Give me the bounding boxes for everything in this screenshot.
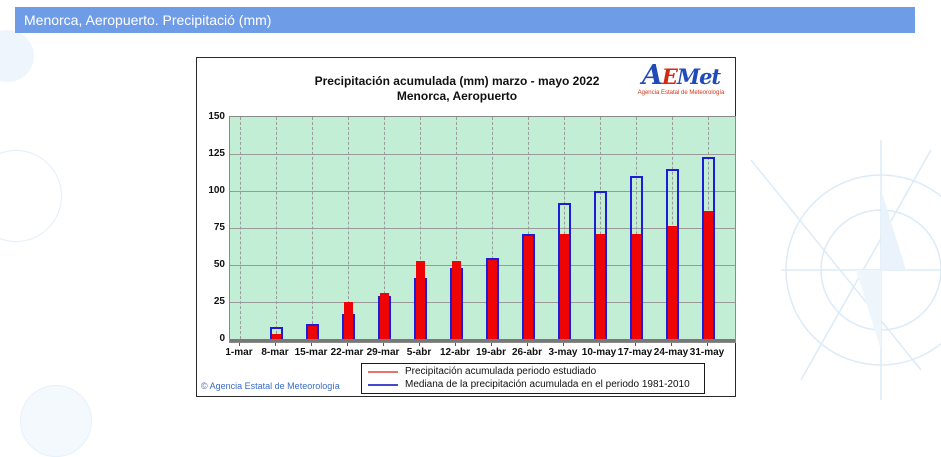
x-tick-mark [311, 343, 312, 346]
gridline-horizontal [230, 191, 735, 192]
legend-line-swatch [368, 370, 398, 373]
gridline-vertical [600, 117, 601, 339]
chart-title: Precipitación acumulada (mm) marzo - may… [257, 74, 657, 104]
background-decoration [0, 30, 34, 82]
y-tick-label: 125 [208, 148, 225, 159]
gridline-vertical [456, 117, 457, 339]
legend-row: Precipitación acumulada periodo estudiad… [368, 365, 698, 378]
aemet-logo-subtitle: Agencia Estatal de Meteorología [637, 90, 725, 96]
gridline-vertical [528, 117, 529, 339]
x-tick-label: 1-mar [225, 347, 253, 358]
plot-area [229, 116, 736, 343]
y-tick-label: 100 [208, 185, 225, 196]
gridline-vertical [240, 117, 241, 339]
page-title: Menorca, Aeropuerto. Precipitació (mm) [24, 12, 272, 28]
bar-accumulated [344, 302, 353, 339]
x-tick-label: 3-may [548, 347, 578, 358]
x-axis-line [230, 339, 735, 342]
x-tick-label: 22-mar [330, 347, 364, 358]
legend-row: Mediana de la precipitación acumulada en… [368, 378, 698, 391]
bar-accumulated [560, 234, 569, 339]
x-tick-mark [671, 343, 672, 346]
x-tick-label: 17-may [617, 347, 653, 358]
x-tick-mark [455, 343, 456, 346]
gridline-horizontal [230, 228, 735, 229]
x-tick-mark [599, 343, 600, 346]
gridline-vertical [312, 117, 313, 339]
legend-label: Mediana de la precipitación acumulada en… [405, 379, 690, 390]
y-tick-label: 0 [219, 333, 225, 344]
y-tick-label: 75 [213, 222, 225, 233]
chart-title-line2: Menorca, Aeropuerto [396, 89, 518, 103]
y-tick-label: 25 [213, 296, 225, 307]
x-tick-mark [419, 343, 420, 346]
x-tick-label: 12-abr [439, 347, 470, 358]
gridline-vertical [636, 117, 637, 339]
bar-accumulated [272, 334, 281, 339]
gridline-vertical [420, 117, 421, 339]
x-tick-label: 29-mar [366, 347, 400, 358]
x-tick-label: 15-mar [294, 347, 328, 358]
x-tick-mark [383, 343, 384, 346]
bar-accumulated [524, 236, 533, 339]
bar-accumulated [308, 326, 317, 339]
gridline-vertical [384, 117, 385, 339]
x-tick-label: 26-abr [511, 347, 542, 358]
gridline-vertical [348, 117, 349, 339]
bar-accumulated [704, 211, 713, 339]
gridline-horizontal [230, 154, 735, 155]
page-title-bar: Menorca, Aeropuerto. Precipitació (mm) [15, 7, 915, 33]
bar-accumulated [488, 260, 497, 339]
legend-label: Precipitación acumulada periodo estudiad… [405, 366, 597, 377]
gridline-vertical [276, 117, 277, 339]
bar-accumulated [668, 226, 677, 339]
legend-line-swatch [368, 383, 398, 386]
x-tick-mark [239, 343, 240, 346]
x-tick-label: 8-mar [261, 347, 289, 358]
gridline-horizontal [230, 302, 735, 303]
x-tick-mark [563, 343, 564, 346]
bar-accumulated [632, 234, 641, 339]
gridline-vertical [492, 117, 493, 339]
chart-panel: Precipitación acumulada (mm) marzo - may… [196, 57, 736, 397]
copyright-note: © Agencia Estatal de Meteorología [201, 381, 340, 391]
y-tick-label: 150 [208, 111, 225, 122]
aemet-logo: AEMet Agencia Estatal de Meteorología [633, 62, 729, 96]
background-decoration [0, 150, 62, 242]
bar-accumulated [596, 234, 605, 339]
chart-title-line1: Precipitación acumulada (mm) marzo - may… [314, 74, 600, 88]
gridline-horizontal [230, 265, 735, 266]
x-tick-mark [527, 343, 528, 346]
chart-legend: Precipitación acumulada periodo estudiad… [361, 363, 705, 394]
x-tick-mark [347, 343, 348, 346]
bar-accumulated [416, 261, 425, 339]
y-tick-label: 50 [213, 259, 225, 270]
x-tick-label: 19-abr [475, 347, 506, 358]
gridline-vertical [564, 117, 565, 339]
x-tick-label: 31-may [689, 347, 725, 358]
aemet-logo-text: AEMet [641, 60, 721, 91]
x-tick-label: 10-may [581, 347, 617, 358]
bar-accumulated [452, 261, 461, 339]
x-tick-mark [491, 343, 492, 346]
x-tick-mark [707, 343, 708, 346]
x-tick-mark [635, 343, 636, 346]
x-tick-mark [275, 343, 276, 346]
bar-accumulated [380, 293, 389, 339]
background-decoration [20, 385, 92, 457]
x-tick-label: 5-abr [406, 347, 432, 358]
x-tick-label: 24-may [653, 347, 689, 358]
